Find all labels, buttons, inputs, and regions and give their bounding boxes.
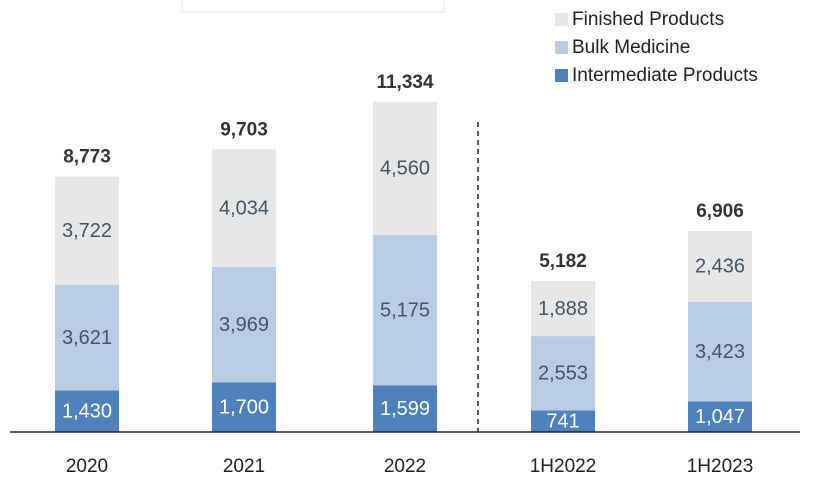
bar-segment bbox=[531, 281, 595, 337]
value-label: 2,436 bbox=[695, 256, 745, 278]
legend-label: Finished Products bbox=[572, 9, 724, 30]
value-label: 1,430 bbox=[62, 400, 112, 422]
value-label: 741 bbox=[546, 410, 579, 432]
value-label: 1,888 bbox=[538, 298, 588, 320]
value-label: 3,621 bbox=[62, 327, 112, 349]
legend-swatch bbox=[555, 69, 568, 82]
frame-edge bbox=[181, 0, 445, 13]
bar-segment bbox=[212, 266, 276, 383]
legend-swatch bbox=[555, 41, 568, 54]
x-tick-label: 2022 bbox=[384, 456, 426, 477]
value-label: 1,599 bbox=[380, 398, 430, 420]
value-label: 2,553 bbox=[538, 363, 588, 385]
value-label: 5,175 bbox=[380, 299, 430, 321]
value-label: 1,700 bbox=[219, 397, 269, 419]
x-tick-label: 1H2023 bbox=[687, 456, 754, 477]
bar-segment bbox=[531, 410, 595, 432]
value-label: 3,969 bbox=[219, 314, 269, 336]
bar-segment bbox=[688, 401, 752, 432]
total-label: 8,773 bbox=[63, 147, 111, 168]
bar-segment bbox=[212, 149, 276, 267]
total-label: 5,182 bbox=[539, 251, 587, 272]
bar-segment bbox=[688, 230, 752, 302]
bar-segment bbox=[55, 390, 119, 432]
x-tick-label: 2021 bbox=[223, 456, 265, 477]
total-label: 6,906 bbox=[696, 201, 744, 222]
total-label: 9,703 bbox=[220, 120, 268, 141]
value-label: 3,423 bbox=[695, 341, 745, 363]
bar-segment bbox=[373, 234, 437, 386]
x-tick-label: 1H2022 bbox=[530, 456, 597, 477]
legend-swatch bbox=[555, 13, 568, 26]
bar-segment bbox=[373, 385, 437, 432]
bar-segment bbox=[55, 284, 119, 391]
value-label: 1,047 bbox=[695, 406, 745, 428]
bar-segment bbox=[373, 102, 437, 235]
x-tick-label: 2020 bbox=[66, 456, 108, 477]
value-label: 4,034 bbox=[219, 197, 269, 219]
bar-segment bbox=[688, 301, 752, 402]
value-label: 4,560 bbox=[380, 158, 430, 180]
bar-segment bbox=[55, 176, 119, 285]
value-label: 3,722 bbox=[62, 220, 112, 242]
legend-label: Bulk Medicine bbox=[572, 37, 690, 58]
bar-segment bbox=[212, 382, 276, 432]
legend-label: Intermediate Products bbox=[572, 65, 758, 86]
bar-segment bbox=[531, 336, 595, 411]
total-label: 11,334 bbox=[376, 72, 433, 93]
